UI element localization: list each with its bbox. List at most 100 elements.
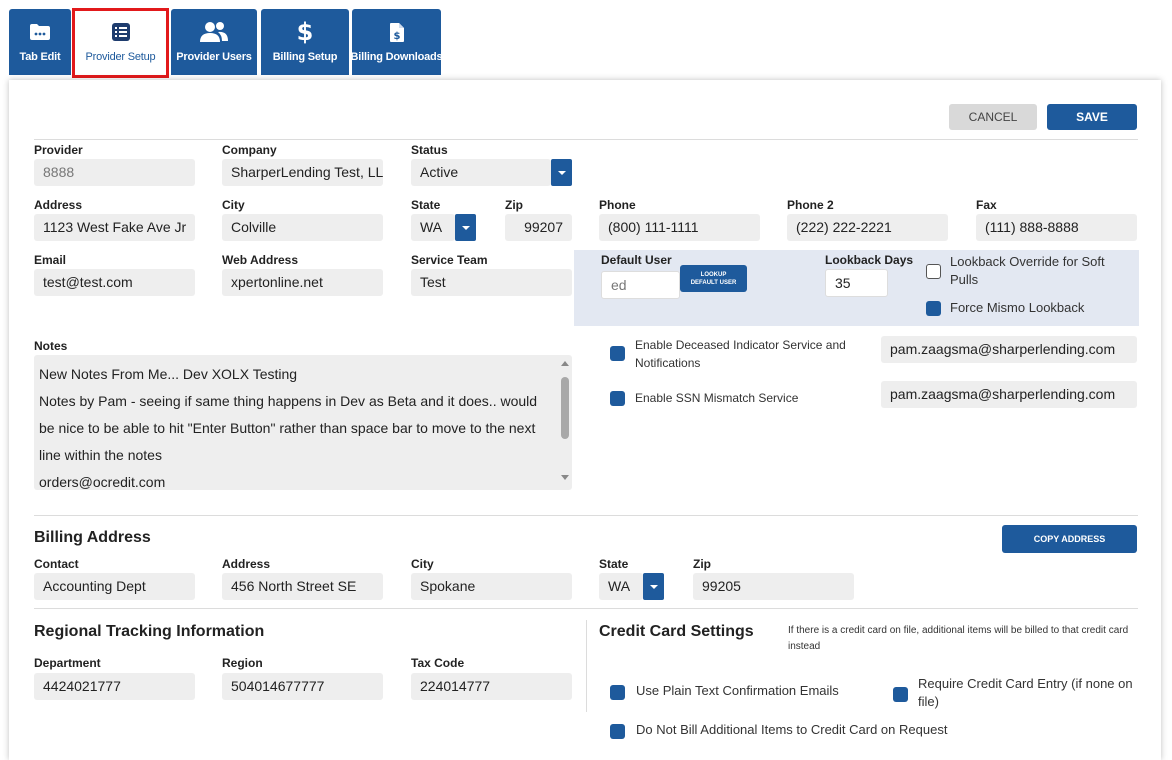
- copy-address-button[interactable]: COPY ADDRESS: [1002, 525, 1137, 553]
- region-label: Region: [222, 656, 263, 670]
- ssn-mismatch-label: Enable SSN Mismatch Service: [635, 391, 799, 405]
- notes-scrollbar[interactable]: [558, 355, 572, 490]
- folder-icon: [29, 21, 51, 43]
- do-not-bill-checkbox[interactable]: [610, 724, 625, 739]
- lookback-override-label: Lookback Override for Soft Pulls: [950, 254, 1105, 287]
- default-user-label: Default User: [601, 253, 672, 267]
- web-address-label: Web Address: [222, 253, 299, 267]
- cancel-button[interactable]: CANCEL: [949, 104, 1037, 130]
- cancel-label: CANCEL: [968, 110, 1018, 124]
- provider-id-field: 8888: [34, 159, 195, 186]
- deceased-indicator-label: Enable Deceased Indicator Service and No…: [635, 338, 846, 370]
- require-credit-card-label: Require Credit Card Entry (if none on fi…: [918, 676, 1133, 709]
- deceased-notification-email[interactable]: pam.zaagsma@sharperlending.com: [881, 336, 1137, 363]
- tab-label: Tab Edit: [19, 51, 61, 63]
- scroll-down-icon: [561, 475, 569, 480]
- save-button[interactable]: SAVE: [1047, 104, 1137, 130]
- lookback-days-field[interactable]: 35: [825, 269, 888, 297]
- save-label: SAVE: [1076, 110, 1108, 124]
- phone-field[interactable]: (800) 111-1111: [599, 214, 760, 241]
- fax-label: Fax: [976, 198, 997, 212]
- billing-address-field[interactable]: 456 North Street SE: [222, 573, 383, 600]
- fax-field[interactable]: (111) 888-8888: [976, 214, 1137, 241]
- state-dropdown-button[interactable]: [455, 214, 476, 241]
- plain-text-emails-checkbox[interactable]: [610, 685, 625, 700]
- state-select[interactable]: WA: [411, 214, 455, 241]
- address-label: Address: [34, 198, 83, 212]
- tab-provider-users[interactable]: Provider Users: [171, 9, 257, 75]
- deceased-indicator-checkbox[interactable]: [610, 346, 625, 361]
- notes-line: be nice to be able to hit "Enter Button"…: [39, 420, 536, 436]
- web-address-field[interactable]: xpertonline.net: [222, 269, 383, 296]
- billing-zip-field[interactable]: 99205: [693, 573, 854, 600]
- divider: [34, 139, 1138, 140]
- status-select[interactable]: Active: [411, 159, 551, 186]
- phone2-field[interactable]: (222) 222-2221: [787, 214, 948, 241]
- credit-card-settings-heading: Credit Card Settings: [599, 623, 754, 640]
- plain-text-emails-label: Use Plain Text Confirmation Emails: [636, 683, 839, 698]
- tax-code-field[interactable]: 224014777: [411, 673, 572, 700]
- tab-billing-downloads[interactable]: $ Billing Downloads: [350, 9, 443, 75]
- notes-line: line within the notes: [39, 447, 162, 463]
- notes-line: Notes by Pam - seeing if same thing happ…: [39, 393, 538, 409]
- force-mismo-label: Force Mismo Lookback: [950, 300, 1085, 315]
- tab-tab-edit[interactable]: Tab Edit: [9, 9, 71, 75]
- credit-card-note: If there is a credit card on file, addit…: [788, 625, 1129, 652]
- service-team-field[interactable]: Test: [411, 269, 572, 296]
- city-field[interactable]: Colville: [222, 214, 383, 241]
- billing-zip-label: Zip: [693, 557, 711, 571]
- address-field[interactable]: 1123 West Fake Ave Jr: [34, 214, 195, 241]
- notes-line: orders@ocredit.com: [39, 474, 166, 490]
- lookup-default-user-label: LOOKUP DEFAULT USER: [690, 271, 737, 286]
- billing-address-heading: Billing Address: [34, 529, 151, 546]
- email-label: Email: [34, 253, 67, 267]
- billing-contact-field[interactable]: Accounting Dept: [34, 573, 195, 600]
- billing-city-label: City: [411, 557, 434, 571]
- require-credit-card-checkbox[interactable]: [893, 687, 908, 702]
- billing-state-dropdown-button[interactable]: [643, 573, 664, 600]
- tab-billing-setup[interactable]: $ Billing Setup: [261, 9, 349, 75]
- tab-label: Billing Downloads: [350, 51, 443, 63]
- billing-state-select[interactable]: WA: [599, 573, 643, 600]
- notes-textarea[interactable]: New Notes From Me... Dev XOLX Testing No…: [34, 355, 572, 490]
- force-mismo-checkbox[interactable]: [926, 301, 941, 316]
- do-not-bill-label: Do Not Bill Additional Items to Credit C…: [636, 722, 948, 737]
- vertical-divider: [586, 620, 587, 712]
- city-label: City: [222, 198, 245, 212]
- phone-label: Phone: [599, 198, 636, 212]
- ssn-mismatch-checkbox[interactable]: [610, 391, 625, 406]
- chevron-down-icon: [649, 584, 658, 589]
- status-label: Status: [411, 143, 448, 157]
- lookback-days-label: Lookback Days: [825, 253, 914, 267]
- tab-provider-setup[interactable]: Provider Setup: [72, 8, 169, 78]
- zip-field[interactable]: 99207: [505, 214, 572, 241]
- chevron-down-icon: [557, 170, 566, 175]
- tab-label: Provider Setup: [85, 51, 156, 63]
- billing-contact-label: Contact: [34, 557, 79, 571]
- notes-line: New Notes From Me... Dev XOLX Testing: [39, 366, 298, 382]
- notes-label: Notes: [34, 339, 68, 353]
- scroll-up-icon: [561, 361, 569, 366]
- tab-label: Billing Setup: [272, 51, 338, 63]
- department-field[interactable]: 4424021777: [34, 673, 195, 700]
- lookback-override-checkbox[interactable]: [926, 264, 941, 279]
- billing-state-label: State: [599, 557, 629, 571]
- regional-tracking-heading: Regional Tracking Information: [34, 623, 265, 640]
- company-field[interactable]: SharperLending Test, LLC: [222, 159, 383, 186]
- divider: [34, 608, 1138, 609]
- status-dropdown-button[interactable]: [551, 159, 572, 186]
- list-icon: [111, 21, 131, 43]
- document-dollar-icon: $: [389, 21, 405, 43]
- billing-city-field[interactable]: Spokane: [411, 573, 572, 600]
- default-user-field[interactable]: ed: [601, 271, 680, 299]
- service-team-label: Service Team: [411, 253, 488, 267]
- svg-text:$: $: [393, 31, 400, 42]
- email-field[interactable]: test@test.com: [34, 269, 195, 296]
- region-field[interactable]: 504014677777: [222, 673, 383, 700]
- chevron-down-icon: [461, 225, 470, 230]
- lookup-default-user-button[interactable]: LOOKUP DEFAULT USER: [680, 265, 747, 292]
- ssn-mismatch-email[interactable]: pam.zaagsma@sharperlending.com: [881, 381, 1137, 408]
- copy-address-label: COPY ADDRESS: [1033, 534, 1106, 544]
- notes-scroll-thumb[interactable]: [561, 377, 569, 439]
- tax-code-label: Tax Code: [411, 656, 465, 670]
